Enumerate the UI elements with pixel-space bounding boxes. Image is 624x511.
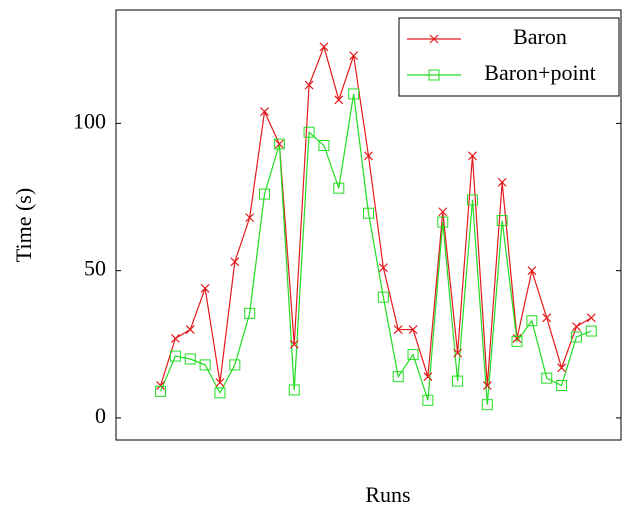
marker [199,359,211,371]
marker [393,325,403,334]
marker [585,325,597,337]
y-axis-label: Time (s) [11,188,36,262]
marker [556,380,568,392]
marker [429,34,439,44]
marker [364,151,373,161]
marker [200,283,210,293]
marker [481,399,493,411]
marker [438,207,448,217]
marker [586,313,596,323]
marker [527,266,537,276]
y-tick-label: 50 [84,256,106,281]
marker [392,371,404,383]
marker [542,313,552,323]
marker [453,348,463,358]
series-line [159,44,592,386]
marker [349,51,359,61]
marker [511,335,523,347]
y-tick-label: 100 [73,108,106,133]
marker [482,381,492,390]
marker [572,322,581,332]
marker [274,139,284,149]
legend-label: Baron+point [484,60,595,85]
marker [452,375,464,387]
marker [363,207,374,219]
series-line [160,93,592,405]
marker [496,215,508,227]
marker [156,381,165,390]
marker [377,291,389,303]
legend-label: Baron [513,24,567,49]
marker [289,339,299,349]
marker [245,213,255,223]
marker [260,107,269,117]
marker [468,151,477,161]
marker [512,333,522,343]
marker [170,333,180,343]
marker [333,182,345,194]
marker [230,257,240,267]
marker [288,384,300,396]
marker [437,216,449,228]
marker [378,263,388,273]
marker [303,126,315,138]
marker [185,325,195,334]
marker [273,138,285,150]
marker [229,359,241,371]
legend-box [398,17,620,97]
marker [423,372,433,382]
marker [334,95,344,105]
marker [428,69,440,81]
marker [319,42,329,52]
marker [497,177,507,187]
plot-frame [115,9,622,441]
marker [214,387,226,399]
marker [184,353,196,365]
marker [169,350,181,362]
marker [259,188,271,200]
x-axis-label: Runs [365,482,410,507]
marker [408,325,418,334]
marker [526,315,538,327]
marker [304,80,314,90]
marker [541,372,553,384]
y-tick-label: 0 [95,403,106,428]
marker [407,349,419,361]
marker [244,307,256,319]
marker [215,378,225,387]
marker [318,139,330,151]
marker [348,88,360,100]
marker [466,194,478,206]
marker [557,363,567,373]
marker [422,394,434,406]
marker [155,385,167,397]
marker [570,331,582,343]
